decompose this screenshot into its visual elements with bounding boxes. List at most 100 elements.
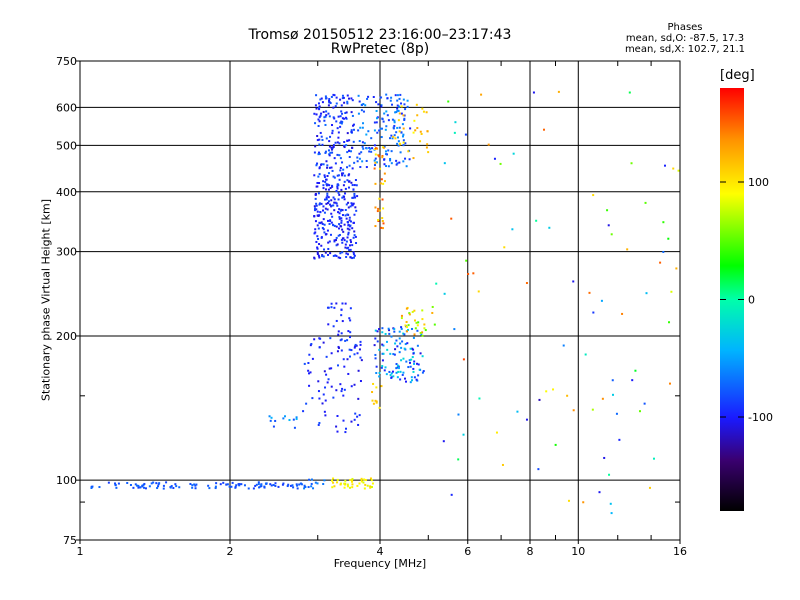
y-tick-label: 400	[56, 186, 77, 199]
data-point	[610, 512, 613, 515]
data-point	[416, 324, 419, 327]
data-point	[296, 484, 299, 487]
data-point	[396, 109, 399, 112]
data-point	[395, 339, 398, 342]
data-point	[347, 201, 350, 204]
data-point	[308, 353, 311, 356]
data-point	[381, 117, 384, 120]
data-point	[327, 104, 330, 107]
data-point	[552, 388, 555, 391]
data-point	[355, 184, 358, 187]
data-point	[274, 484, 277, 487]
data-point	[388, 137, 391, 140]
data-point	[318, 421, 321, 424]
data-point	[310, 343, 313, 346]
data-point	[320, 244, 323, 247]
data-point	[338, 223, 341, 226]
data-point	[397, 140, 400, 143]
data-point	[365, 147, 368, 150]
data-point	[405, 330, 408, 333]
data-point	[321, 209, 324, 212]
data-point	[333, 306, 336, 309]
data-point	[342, 230, 345, 233]
data-point	[352, 124, 355, 127]
data-point	[318, 182, 321, 185]
data-point	[467, 273, 470, 276]
data-point	[393, 124, 396, 127]
data-point	[322, 393, 325, 396]
data-point	[314, 192, 317, 195]
data-point	[338, 154, 341, 157]
data-point	[390, 150, 393, 153]
data-point	[318, 202, 321, 205]
data-point	[343, 365, 346, 368]
data-point	[663, 164, 666, 167]
data-point	[391, 370, 394, 373]
data-point	[324, 150, 327, 153]
data-point	[378, 406, 381, 409]
data-point	[207, 484, 210, 487]
data-point	[315, 107, 318, 110]
data-point	[338, 227, 341, 230]
data-point	[405, 380, 408, 383]
data-point	[337, 330, 340, 333]
data-point	[383, 163, 386, 166]
data-point	[450, 217, 453, 220]
data-point	[342, 419, 345, 422]
data-point	[322, 228, 325, 231]
data-point	[410, 358, 413, 361]
y-tick-label: 300	[56, 246, 77, 259]
data-point	[326, 194, 329, 197]
data-point	[343, 144, 346, 147]
data-point	[344, 482, 347, 485]
data-point	[376, 340, 379, 343]
data-point	[376, 131, 379, 134]
data-point	[296, 487, 299, 490]
data-point	[346, 94, 349, 97]
data-point	[347, 372, 350, 375]
data-point	[333, 201, 336, 204]
data-point	[377, 207, 380, 210]
data-point	[382, 120, 385, 123]
data-point	[351, 99, 354, 102]
data-point	[336, 243, 339, 246]
data-point	[315, 164, 318, 167]
data-point	[342, 394, 345, 397]
data-point	[394, 348, 397, 351]
data-point	[319, 114, 322, 117]
data-point	[404, 324, 407, 327]
data-point	[351, 486, 354, 489]
data-point	[399, 342, 402, 345]
data-point	[322, 187, 325, 190]
data-point	[351, 167, 354, 170]
data-point	[368, 150, 371, 153]
data-point	[501, 463, 504, 466]
data-point	[324, 414, 327, 417]
data-point	[341, 251, 344, 254]
data-point	[348, 317, 351, 320]
data-point	[393, 353, 396, 356]
data-point	[379, 182, 382, 185]
data-point	[310, 485, 313, 488]
data-point	[328, 101, 331, 104]
data-point	[332, 477, 335, 480]
data-point	[339, 125, 342, 128]
data-point	[337, 364, 340, 367]
data-point	[525, 282, 528, 285]
data-point	[421, 334, 424, 337]
data-point	[634, 369, 637, 372]
data-point	[424, 329, 427, 332]
data-point	[335, 202, 338, 205]
data-point	[372, 382, 375, 385]
data-point	[393, 328, 396, 331]
data-point	[374, 357, 377, 360]
data-point	[350, 181, 353, 184]
data-point	[317, 423, 320, 426]
data-point	[385, 153, 388, 156]
data-point	[353, 418, 356, 421]
data-point	[349, 248, 352, 251]
data-point	[396, 162, 399, 165]
data-point	[313, 338, 316, 341]
data-point	[341, 117, 344, 120]
